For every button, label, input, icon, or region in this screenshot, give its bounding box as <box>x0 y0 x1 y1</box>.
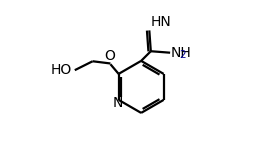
Text: HO: HO <box>50 63 72 77</box>
Text: O: O <box>104 50 115 63</box>
Text: 2: 2 <box>179 50 186 60</box>
Text: NH: NH <box>171 46 192 60</box>
Text: HN: HN <box>151 15 172 29</box>
Text: N: N <box>113 96 123 110</box>
